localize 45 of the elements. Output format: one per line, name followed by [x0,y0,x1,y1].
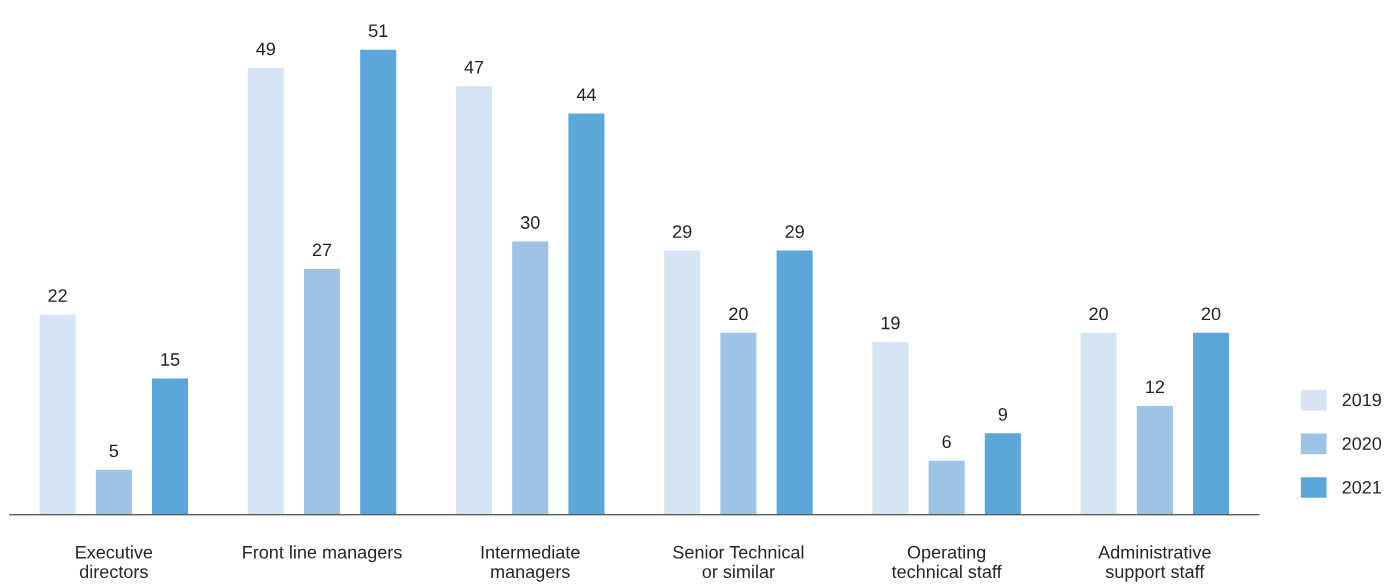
bar [510,240,550,515]
data-label: 5 [109,444,119,458]
data-label: 15 [161,353,180,366]
data-label: 9 [998,407,1007,421]
data-label: 19 [881,316,900,330]
data-label: 12 [1146,380,1164,394]
data-label: 30 [520,216,540,229]
bar [246,66,286,515]
bar [1191,331,1231,515]
data-label: 49 [256,42,275,56]
bar [358,48,398,515]
bar [302,267,342,515]
data-label: 44 [576,88,596,101]
data-label: 20 [1089,307,1108,321]
legend-label: 2021 [1342,480,1381,494]
data-label: 20 [1201,307,1221,321]
bar [1079,331,1119,515]
data-label: 29 [673,225,692,239]
bar [927,459,967,515]
x-tick-label: Intermediate managers [481,545,580,582]
data-label: 22 [48,289,67,302]
legend-label: 2019 [1342,393,1381,407]
x-tick-label: Senior Technical or similar [673,545,804,579]
data-label: 29 [785,225,804,239]
data-label: 47 [464,61,484,74]
bar [1135,404,1175,515]
bar [38,313,78,515]
bar [718,331,758,515]
bar [662,249,702,515]
legend-label: 2020 [1342,437,1382,450]
bar [150,377,190,515]
bar [566,112,606,515]
x-tick-label: Operating technical staff [891,545,1002,579]
bar [94,468,134,515]
data-label: 20 [729,307,748,321]
x-tick-label: Front line managers [243,545,402,563]
bar [454,84,494,515]
bar [775,249,815,515]
x-tick-label: Executive directors [76,545,153,579]
bar [983,431,1023,515]
data-label: 51 [368,24,388,38]
x-tick-label: Administrative support staff [1098,545,1211,582]
data-label: 27 [312,243,332,257]
bar [870,340,910,515]
data-label: 6 [942,435,951,449]
